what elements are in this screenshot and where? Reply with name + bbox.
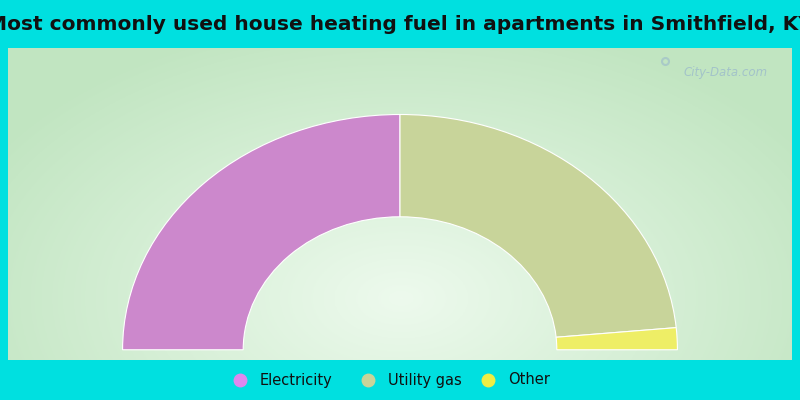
Text: Utility gas: Utility gas — [388, 372, 462, 388]
Wedge shape — [122, 114, 400, 350]
Text: City-Data.com: City-Data.com — [684, 66, 768, 79]
Text: Other: Other — [508, 372, 550, 388]
Wedge shape — [400, 114, 676, 337]
Text: Most commonly used house heating fuel in apartments in Smithfield, KY: Most commonly used house heating fuel in… — [0, 16, 800, 34]
Text: Electricity: Electricity — [260, 372, 333, 388]
Wedge shape — [556, 328, 678, 350]
